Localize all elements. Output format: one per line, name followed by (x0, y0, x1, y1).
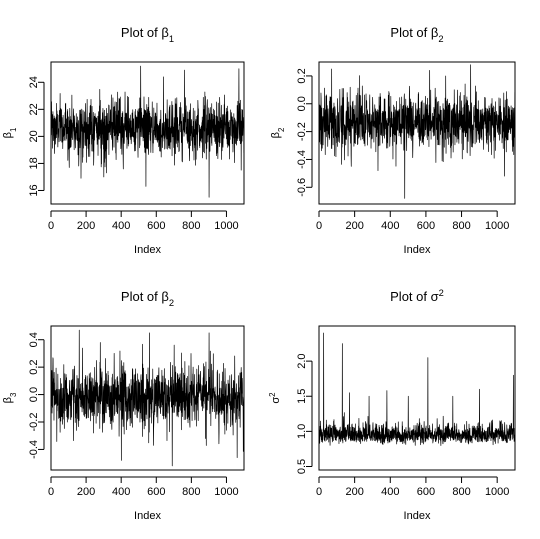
x-tick-label: 800 (182, 486, 200, 498)
x-tick-label: 600 (147, 220, 165, 232)
x-tick-label: 400 (112, 220, 130, 232)
trace-line (318, 64, 516, 199)
x-tick-label: 0 (48, 486, 54, 498)
x-tick-label: 800 (452, 486, 470, 498)
y-tick-label: 2.0 (296, 353, 308, 368)
x-tick-label: 200 (77, 220, 95, 232)
x-tick-label: 200 (345, 220, 363, 232)
x-tick-label: 200 (77, 486, 95, 498)
x-axis-title: Index (134, 244, 161, 256)
x-axis-title-main: Index (134, 244, 161, 256)
plot-frame (50, 61, 245, 205)
y-tick-label: -0.6 (296, 178, 308, 197)
y-axis-title-subscript: 1 (9, 127, 18, 132)
y-tick-label: -0.2 (28, 413, 40, 432)
y-tick-label: 0.4 (28, 332, 40, 347)
y-tick-label: -0.4 (296, 150, 308, 169)
plot-title-main: Plot of σ (390, 289, 439, 304)
x-tick-label: 1000 (485, 486, 509, 498)
x-tick-label: 400 (112, 486, 130, 498)
y-axis-title-subscript: 2 (277, 128, 286, 132)
plot-title-subscript: 1 (169, 34, 174, 44)
y-tick-label: -0.4 (28, 440, 40, 459)
y-tick-label: 0.2 (296, 68, 308, 83)
y-tick-label: 0.0 (296, 96, 308, 111)
y-axis-title-main: σ (270, 397, 282, 404)
y-tick-label: -0.2 (296, 122, 308, 141)
x-axis-title: Index (134, 510, 161, 522)
x-tick-label: 400 (381, 220, 399, 232)
x-axis-title: Index (404, 510, 431, 522)
plot-title-main: Plot of β (390, 25, 438, 40)
y-tick-label: 18 (28, 157, 40, 169)
plot-title-subscript: 2 (438, 34, 443, 44)
y-tick-label: 1.5 (296, 389, 308, 404)
plot-title-main: Plot of β (121, 289, 169, 304)
trace-line (318, 332, 516, 446)
y-tick-label: 0.5 (296, 459, 308, 474)
y-tick-label: 22 (28, 103, 40, 115)
y-tick-label: 20 (28, 130, 40, 142)
x-tick-label: 1000 (214, 220, 238, 232)
trace-plot-2: Plot of β20 200 400 600 800 1000Index-0.6-0.4… (270, 25, 516, 256)
x-tick-label: 0 (316, 220, 322, 232)
y-axis-title-main: β (270, 132, 282, 138)
plot-title: Plot of σ2 (390, 288, 444, 304)
y-axis-title-superscript: 2 (268, 392, 277, 396)
trace-line (50, 329, 245, 467)
trace-line (50, 65, 245, 198)
x-tick-label: 200 (345, 486, 363, 498)
plot-title-superscript: 2 (439, 288, 444, 298)
y-axis-title: σ2 (268, 392, 283, 403)
x-tick-label: 600 (417, 486, 435, 498)
x-axis-title-main: Index (404, 510, 431, 522)
y-axis-title: β3 (2, 392, 18, 403)
trace-plot-4: Plot of σ20 200 400 600 800 1000Index0.51.01.… (268, 288, 516, 522)
plot-frame (318, 61, 516, 205)
x-axis-title-main: Index (134, 510, 161, 522)
y-tick-label: 16 (28, 184, 40, 196)
plot-frame (318, 325, 516, 471)
y-axis-title: β1 (2, 127, 18, 138)
x-tick-label: 1000 (214, 486, 238, 498)
x-tick-label: 600 (147, 486, 165, 498)
x-tick-label: 0 (316, 486, 322, 498)
y-axis-title: β2 (270, 128, 286, 139)
y-tick-label: 0.2 (28, 359, 40, 374)
plot-title-main: Plot of β (121, 25, 169, 40)
plot-title: Plot of β2 (121, 289, 174, 308)
y-axis-title-main: β (2, 132, 14, 138)
plot-title: Plot of β1 (121, 25, 174, 44)
y-tick-label: 1.0 (296, 424, 308, 439)
trace-plot-3: Plot of β2 0 200 400 600 800 1000 Index -0.4 -0.2… (2, 289, 245, 522)
y-tick-label: 0.0 (28, 387, 40, 402)
plot-title-subscript: 2 (169, 298, 174, 308)
x-tick-label: 400 (381, 486, 399, 498)
plot-frame (50, 325, 245, 471)
x-tick-label: 0 (48, 220, 54, 232)
x-tick-label: 600 (417, 220, 435, 232)
x-tick-label: 1000 (485, 220, 509, 232)
trace-plot-1: Plot of β10 200 400 600 800 1000Index16182022… (2, 25, 245, 256)
x-tick-label: 800 (452, 220, 470, 232)
y-axis-title-main: β (2, 397, 14, 403)
y-axis-title-subscript: 3 (9, 392, 18, 397)
y-tick-label: 24 (28, 76, 40, 88)
plot-title: Plot of β2 (390, 25, 443, 44)
x-axis-title-main: Index (404, 244, 431, 256)
x-tick-label: 800 (182, 220, 200, 232)
x-axis-title: Index (404, 244, 431, 256)
